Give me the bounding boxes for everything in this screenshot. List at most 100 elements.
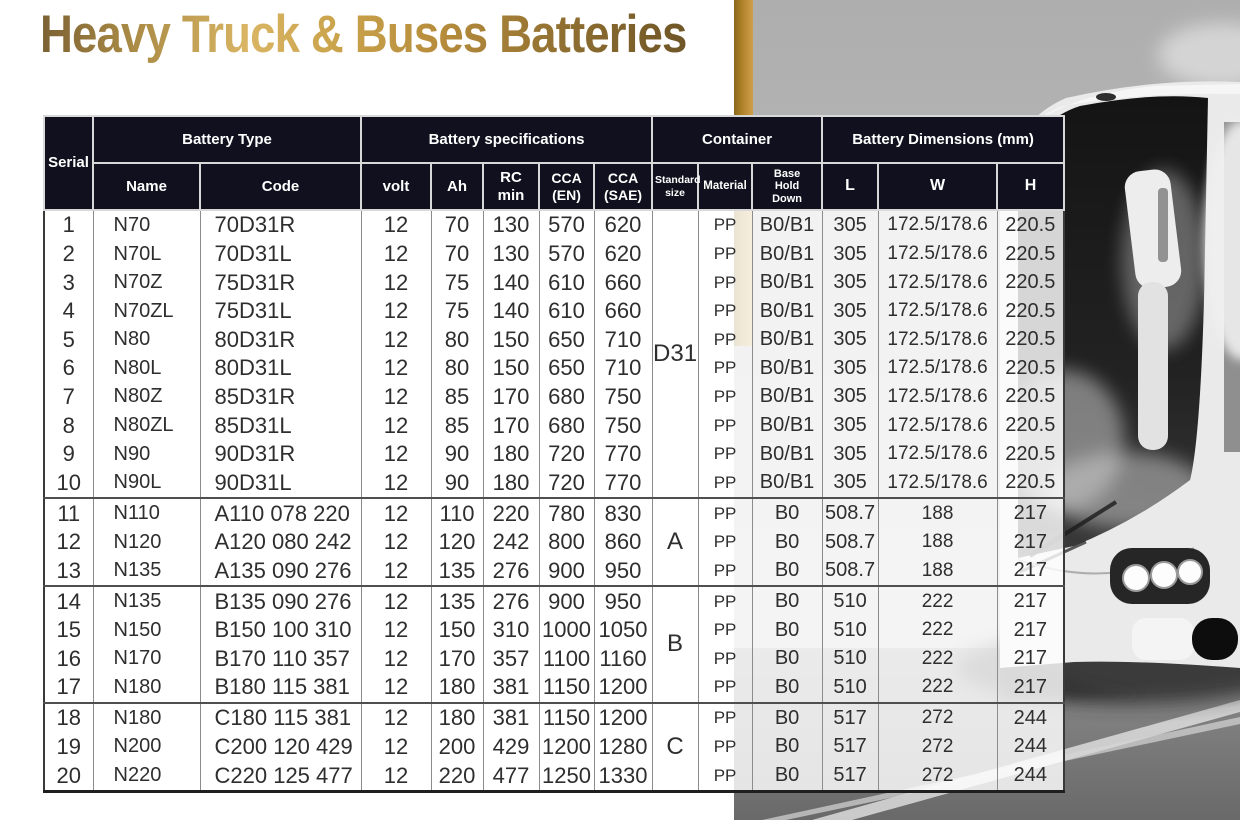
cell-material: PP [697, 673, 753, 703]
cell-cca-sae: 770 [593, 468, 653, 499]
cell-h: 244 [996, 761, 1065, 792]
cell-serial: 7 [43, 382, 94, 412]
cell-material: PP [697, 585, 753, 616]
cell-h: 220.5 [996, 354, 1065, 383]
cell-name: N150 [92, 615, 201, 645]
cell-l: 305 [821, 382, 879, 412]
cell-cca-sae: 710 [593, 354, 653, 383]
cell-base-hold-down: B0/B1 [751, 468, 823, 499]
cell-ah: 85 [430, 411, 484, 440]
cell-volt: 12 [360, 325, 432, 355]
cell-cca-sae: 1200 [593, 673, 653, 703]
cell-rc-min: 381 [482, 673, 540, 703]
cell-base-hold-down: B0 [751, 497, 823, 528]
cell-l: 305 [821, 411, 879, 440]
cell-ah: 135 [430, 585, 484, 616]
table-row: 4 N70ZL 75D31L 12 75 140 610 660 PP B0/B1 305 172.5… [43, 296, 1065, 326]
cell-l: 305 [821, 296, 879, 326]
cell-volt: 12 [360, 732, 432, 762]
cell-rc-min: 242 [482, 527, 540, 557]
cell-w: 172.5/178.6 [877, 268, 998, 297]
cell-h: 220.5 [996, 411, 1065, 440]
cell-h: 217 [996, 644, 1065, 674]
cell-cca-sae: 660 [593, 296, 653, 326]
cell-volt: 12 [360, 468, 432, 499]
cell-rc-min: 170 [482, 411, 540, 440]
cell-rc-min: 310 [482, 615, 540, 645]
cell-cca-en: 1000 [538, 615, 595, 645]
cell-base-hold-down: B0/B1 [751, 354, 823, 383]
cell-serial: 8 [43, 411, 94, 440]
cell-cca-en: 900 [538, 585, 595, 616]
cell-material: PP [697, 209, 753, 240]
cell-cca-en: 650 [538, 354, 595, 383]
cell-volt: 12 [360, 497, 432, 528]
cell-standard-size: D31 [651, 208, 699, 499]
cell-serial: 1 [43, 209, 94, 240]
table-row: 13 N135 A135 090 276 12 135 276 900 950 PP B0 508.… [43, 556, 1065, 587]
cell-cca-en: 720 [538, 468, 595, 499]
cell-base-hold-down: B0 [751, 732, 823, 762]
cell-rc-min: 140 [482, 296, 540, 326]
cell-base-hold-down: B0/B1 [751, 411, 823, 440]
cell-volt: 12 [360, 411, 432, 440]
cell-w: 188 [877, 497, 998, 528]
cell-l: 510 [821, 644, 879, 674]
cell-serial: 5 [43, 325, 94, 355]
cell-base-hold-down: B0 [751, 673, 823, 703]
cell-name: N80L [92, 354, 201, 383]
cell-ah: 75 [430, 296, 484, 326]
cell-cca-sae: 770 [593, 439, 653, 469]
cell-l: 508.7 [821, 497, 879, 528]
cell-w: 172.5/178.6 [877, 468, 998, 499]
cell-serial: 3 [43, 268, 94, 297]
battery-table-container: Serial Battery Type Battery specificatio… [43, 115, 1066, 793]
cell-serial: 19 [43, 732, 94, 762]
cell-ah: 70 [430, 209, 484, 240]
cell-material: PP [697, 268, 753, 297]
cell-cca-en: 900 [538, 556, 595, 587]
cell-volt: 12 [360, 296, 432, 326]
cell-cca-en: 680 [538, 382, 595, 412]
cell-w: 172.5/178.6 [877, 411, 998, 440]
cell-code: C200 120 429 [199, 732, 362, 762]
cell-code: 80D31L [199, 354, 362, 383]
cell-w: 222 [877, 615, 998, 645]
cell-h: 220.5 [996, 209, 1065, 240]
cell-cca-en: 1150 [538, 673, 595, 703]
cell-base-hold-down: B0 [751, 701, 823, 733]
cell-serial: 15 [43, 615, 94, 645]
cell-cca-sae: 620 [593, 239, 653, 269]
cell-cca-sae: 750 [593, 382, 653, 412]
cell-cca-sae: 750 [593, 411, 653, 440]
cell-code: C220 125 477 [199, 761, 362, 792]
cell-base-hold-down: B0/B1 [751, 439, 823, 469]
cell-ah: 110 [430, 497, 484, 528]
cell-material: PP [697, 556, 753, 587]
cell-cca-sae: 710 [593, 325, 653, 355]
cell-volt: 12 [360, 382, 432, 412]
cell-material: PP [697, 732, 753, 762]
cell-material: PP [697, 701, 753, 733]
subheader-material: Material [697, 162, 754, 211]
cell-w: 222 [877, 673, 998, 703]
subheader-ah: Ah [430, 162, 485, 211]
cell-l: 305 [821, 468, 879, 499]
cell-l: 508.7 [821, 556, 879, 587]
cell-name: N70Z [92, 268, 201, 297]
cell-ah: 200 [430, 732, 484, 762]
cell-code: A135 090 276 [199, 556, 362, 587]
cell-material: PP [697, 411, 753, 440]
table-row: 9 N90 90D31R 12 90 180 720 770 PP B0/B1 305 172.5/1… [43, 439, 1065, 469]
cell-code: A110 078 220 [199, 497, 362, 528]
cell-serial: 13 [43, 556, 94, 587]
cell-cca-en: 570 [538, 239, 595, 269]
table-row: 11 N110 A110 078 220 12 110 220 780 830 A PP B0 508… [43, 497, 1065, 587]
cell-name: N220 [92, 761, 201, 792]
table-row: 14 N135 B135 090 276 12 135 276 900 950 B PP B0 510… [43, 585, 1065, 703]
cell-serial: 17 [43, 673, 94, 703]
cell-w: 172.5/178.6 [877, 239, 998, 269]
cell-code: 85D31R [199, 382, 362, 412]
cell-standard-size: A [651, 497, 699, 587]
cell-code: 70D31L [199, 239, 362, 269]
